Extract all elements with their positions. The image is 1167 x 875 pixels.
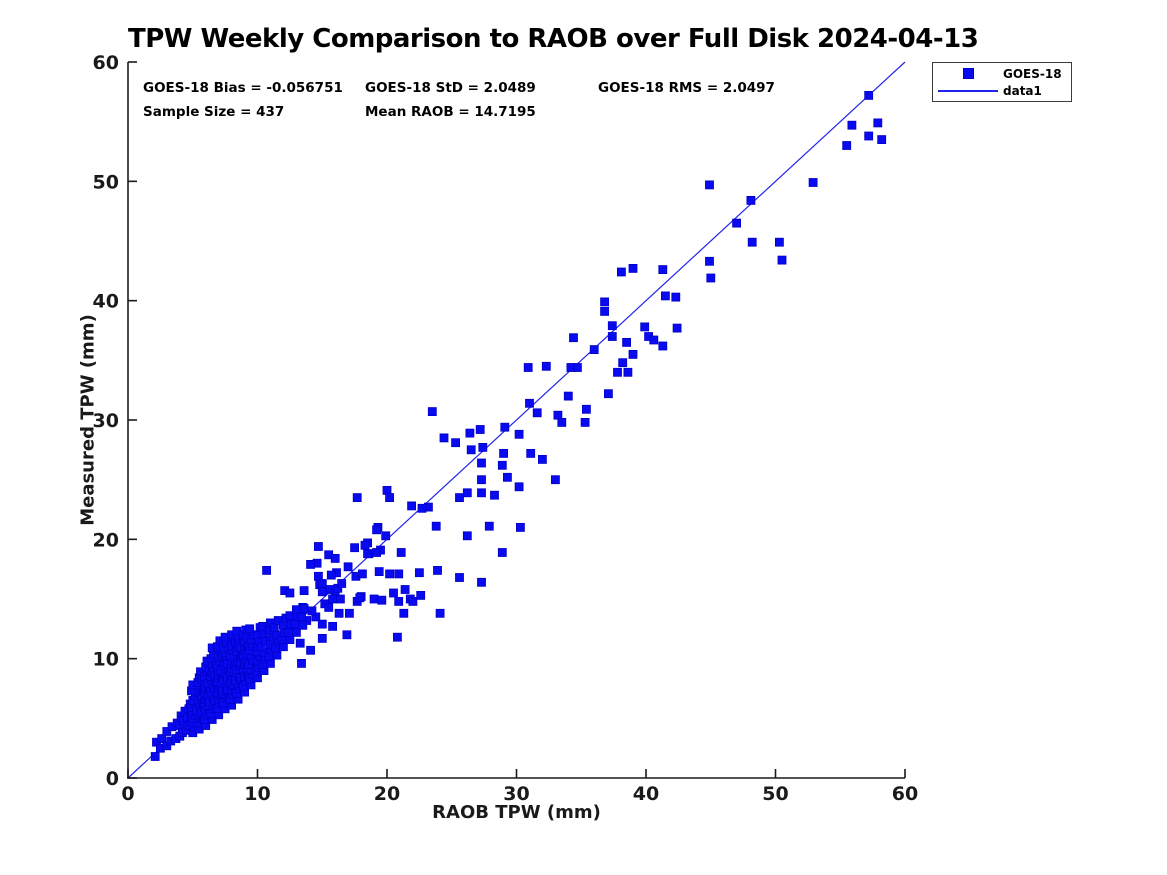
x-axis-ticks: 0 10 20 30 40 50 60 xyxy=(121,769,918,805)
svg-text:50: 50 xyxy=(762,783,788,805)
svg-text:50: 50 xyxy=(93,171,119,193)
legend-marker-icon xyxy=(933,68,1003,79)
legend-entry-goes18: GOES-18 xyxy=(933,65,1071,82)
svg-text:0: 0 xyxy=(106,768,119,790)
legend-marker-label: GOES-18 xyxy=(1003,66,1062,81)
stat-rms: GOES-18 RMS = 2.0497 xyxy=(598,80,775,96)
svg-text:30: 30 xyxy=(93,410,119,432)
stat-bias: GOES-18 Bias = -0.056751 xyxy=(143,80,343,96)
svg-text:10: 10 xyxy=(93,649,119,671)
svg-text:20: 20 xyxy=(374,783,400,805)
chart-title: TPW Weekly Comparison to RAOB over Full … xyxy=(128,24,979,54)
y-axis-label: Measured TPW (mm) xyxy=(77,314,99,526)
svg-text:40: 40 xyxy=(93,291,119,313)
scatter-points-goes18 xyxy=(150,91,887,761)
stat-sample-size: Sample Size = 437 xyxy=(143,104,285,120)
stat-std: GOES-18 StD = 2.0489 xyxy=(365,80,536,96)
x-axis-label: RAOB TPW (mm) xyxy=(432,802,601,823)
svg-text:40: 40 xyxy=(633,783,659,805)
svg-text:10: 10 xyxy=(244,783,270,805)
legend-box: GOES-18 data1 xyxy=(932,62,1072,102)
svg-text:60: 60 xyxy=(892,783,918,805)
legend-line-icon xyxy=(933,89,1003,92)
svg-text:0: 0 xyxy=(121,783,134,805)
legend-entry-data1: data1 xyxy=(933,82,1071,99)
legend-line-label: data1 xyxy=(1003,83,1042,98)
svg-text:30: 30 xyxy=(503,783,529,805)
stat-mean-raob: Mean RAOB = 14.7195 xyxy=(365,104,536,120)
svg-text:20: 20 xyxy=(93,529,119,551)
y-axis-ticks: 0 10 20 30 40 50 60 xyxy=(93,52,137,790)
svg-text:60: 60 xyxy=(93,52,119,74)
